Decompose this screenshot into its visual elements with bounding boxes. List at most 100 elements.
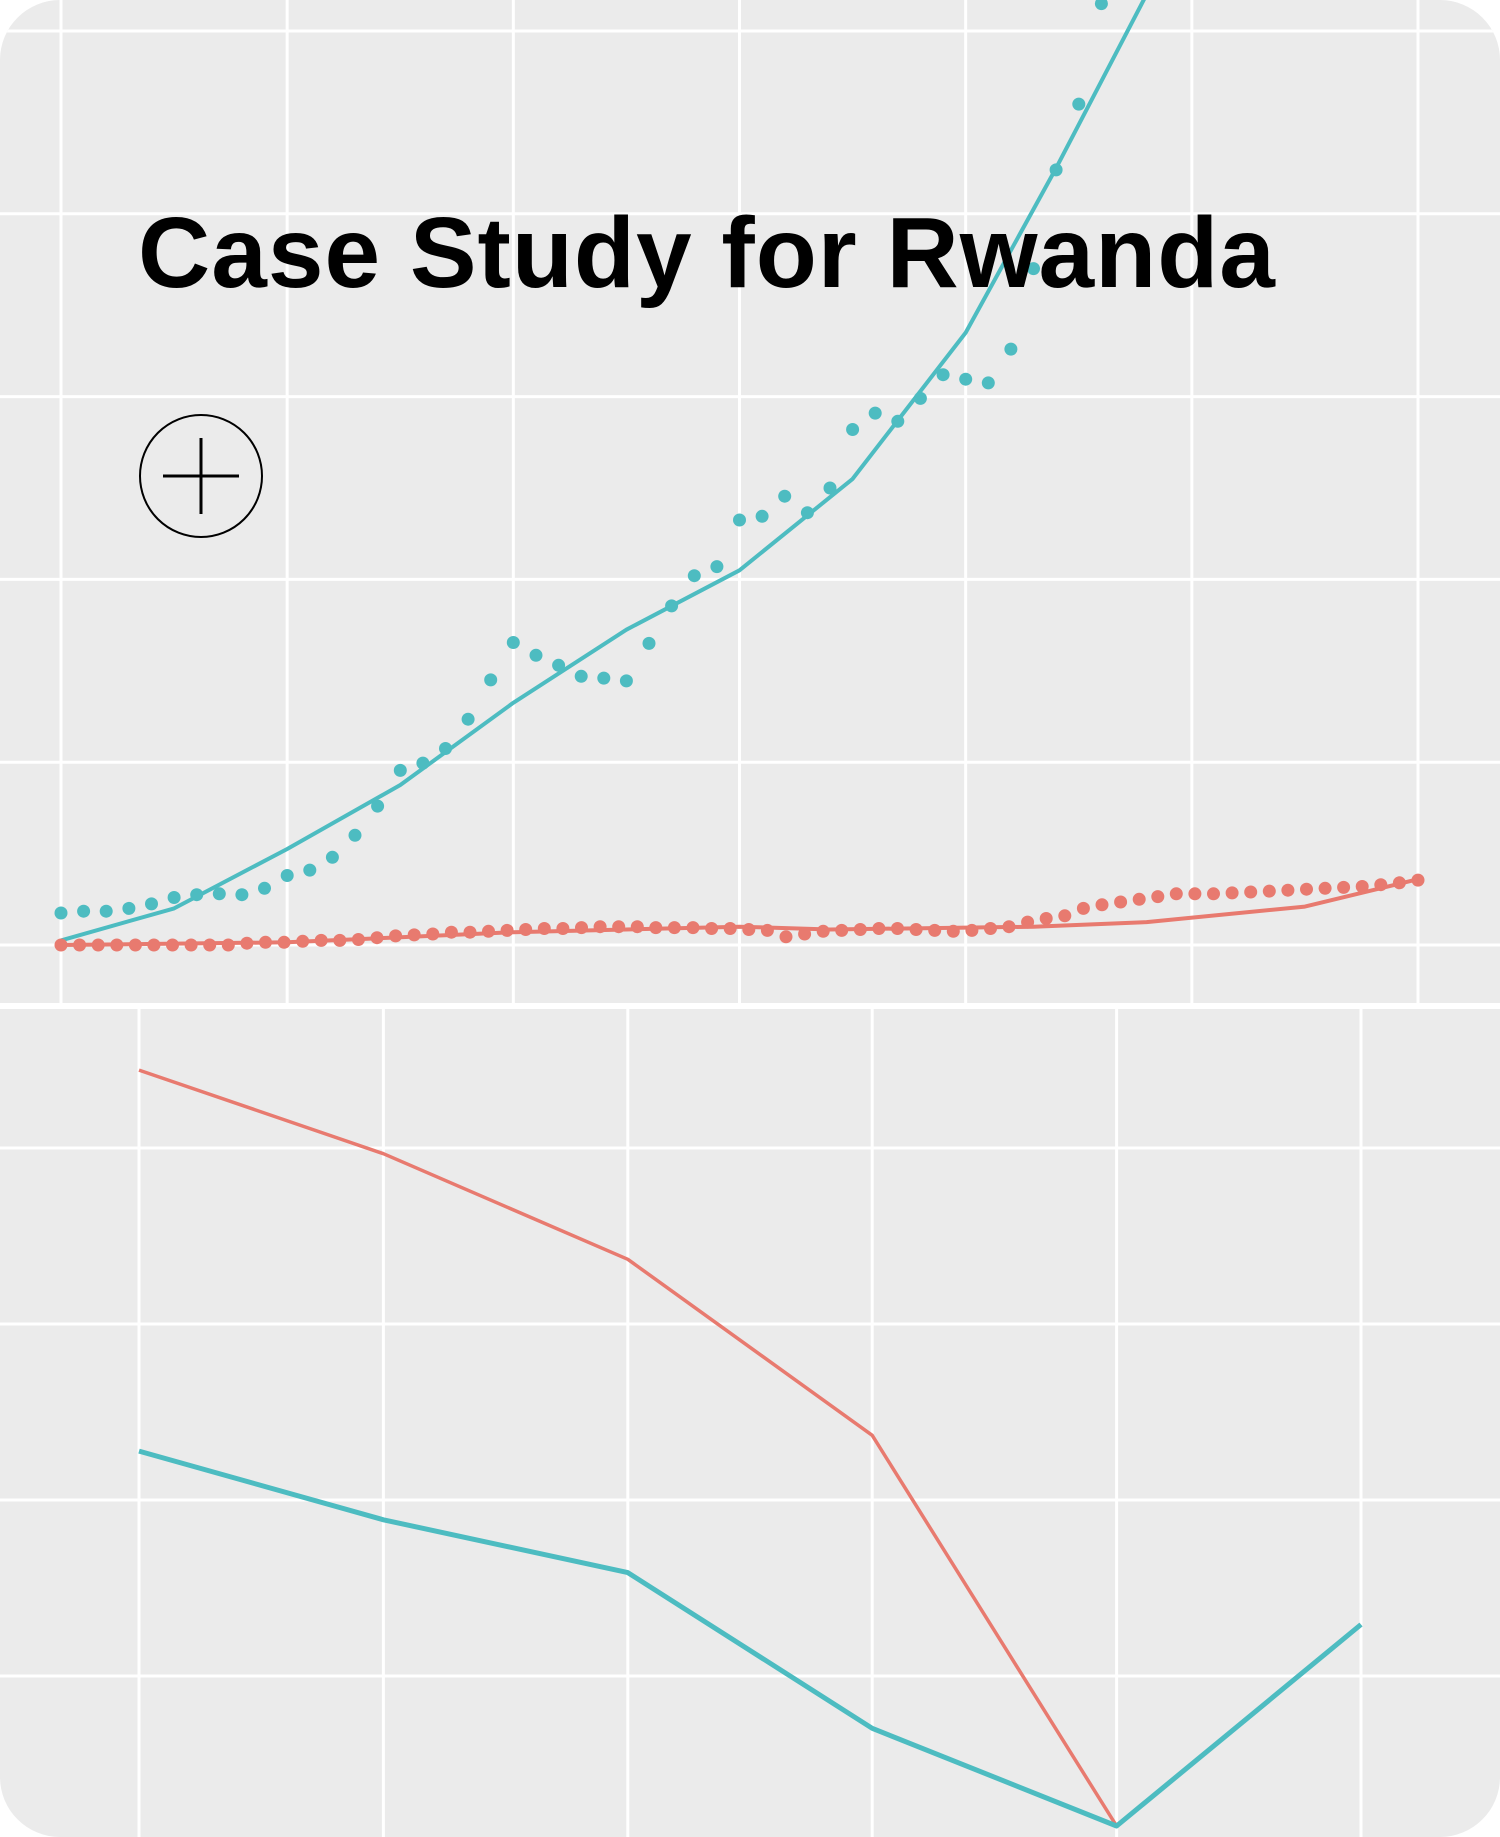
series-red-point-59	[1151, 890, 1165, 904]
series-red-point-45	[891, 922, 904, 935]
series-red-point-38	[760, 923, 774, 937]
series-red-point-66	[1281, 883, 1295, 897]
series-red-point-7	[184, 938, 198, 952]
series-red-point-5	[147, 938, 161, 952]
series-teal-point-9	[258, 881, 271, 895]
series-red-point-40	[798, 927, 812, 941]
series-teal-point-42	[1004, 342, 1018, 356]
series-red-point-9	[221, 938, 235, 952]
series-red-point-44	[872, 922, 886, 935]
series-teal-point-36	[868, 406, 882, 420]
series-teal-point-6	[190, 888, 204, 902]
series-teal-point-4	[145, 897, 158, 911]
series-red-point-71	[1374, 878, 1388, 892]
series-red-point-43	[853, 923, 867, 936]
series-red-point-32	[649, 921, 663, 935]
series-teal-point-29	[710, 560, 724, 574]
series-red-point-17	[370, 931, 384, 945]
series-red-point-60	[1169, 887, 1183, 901]
series-teal-point-19	[484, 673, 498, 687]
series-red-point-62	[1207, 887, 1220, 901]
series-red-point-18	[389, 929, 403, 943]
series-teal-point-46	[1094, 0, 1108, 11]
series-teal-point-11	[303, 863, 317, 877]
series-red-point-61	[1188, 887, 1202, 901]
series-red-point-56	[1095, 898, 1109, 912]
series-red-point-1	[73, 938, 87, 952]
series-teal-line	[138, 1448, 1363, 1829]
series-red-point-19	[407, 928, 421, 942]
series-red-point-64	[1244, 885, 1258, 899]
series-red-point-39	[779, 930, 793, 944]
series-red-point-72	[1392, 876, 1406, 890]
add-button[interactable]	[139, 414, 263, 538]
series-red-point-42	[835, 923, 849, 937]
series-red-point-65	[1262, 884, 1276, 898]
series-teal-point-31	[755, 509, 769, 523]
series-teal-point-30	[733, 513, 746, 527]
series-teal-point-15	[393, 763, 407, 777]
series-teal-point-16	[416, 756, 430, 770]
series-red-point-23	[482, 924, 495, 938]
series-red-point-27	[556, 922, 570, 935]
series-red-point-53	[1039, 912, 1053, 925]
series-teal-point-26	[642, 636, 656, 650]
series-teal-point-2	[99, 904, 113, 918]
series-teal-point-33	[800, 506, 814, 520]
series-red-point-22	[463, 925, 477, 939]
card-title: Case Study for Rwanda	[138, 197, 1276, 309]
series-red-point-31	[630, 920, 644, 934]
series-red-point-30	[612, 920, 626, 934]
series-teal-point-34	[823, 481, 837, 495]
series-red-point-25	[519, 923, 533, 936]
series-teal-point-25	[619, 674, 633, 688]
series-teal-point-13	[348, 828, 362, 842]
series-teal-point-39	[936, 368, 950, 382]
series-red-point-33	[667, 921, 681, 935]
series-teal-point-5	[167, 891, 181, 904]
series-teal-point-28	[687, 569, 701, 583]
series-teal-point-3	[122, 901, 136, 915]
series-red-point-24	[500, 923, 514, 937]
series-red-point-49	[965, 923, 979, 937]
series-teal-point-12	[325, 850, 339, 864]
series-teal-point-21	[529, 648, 543, 662]
series-red-point-58	[1132, 892, 1146, 906]
series-teal-point-41	[981, 376, 995, 390]
series-teal-point-18	[461, 712, 475, 726]
series-red-point-8	[203, 938, 217, 952]
series-teal-point-24	[597, 671, 611, 685]
series-teal-point-1	[77, 904, 91, 918]
series-red-point-48	[946, 924, 960, 938]
series-red-point-6	[166, 938, 179, 952]
lower-line-chart	[0, 1006, 1500, 1837]
series-red-point-35	[705, 922, 719, 935]
panel-divider	[0, 1003, 1500, 1009]
series-teal-point-0	[54, 906, 68, 920]
series-red-point-28	[575, 921, 588, 935]
series-red-point-4	[128, 938, 142, 952]
series-red-point-69	[1337, 880, 1351, 894]
series-teal-point-40	[959, 372, 973, 386]
series-red-point-2	[91, 938, 105, 952]
series-teal-point-38	[913, 391, 927, 405]
series-teal-point-44	[1049, 163, 1063, 177]
series-teal-trend-line	[60, 0, 1146, 943]
series-red-point-34	[686, 921, 700, 935]
series-red-point-15	[333, 933, 347, 947]
series-teal-point-10	[280, 869, 294, 882]
series-red-point-12	[277, 935, 291, 949]
series-teal-point-43	[1027, 262, 1040, 276]
series-teal-point-27	[665, 599, 679, 613]
series-red-point-10	[240, 936, 254, 950]
series-teal-point-45	[1072, 97, 1086, 111]
series-teal-point-23	[574, 669, 588, 683]
series-teal-point-35	[846, 423, 860, 436]
series-red-point-55	[1076, 901, 1090, 915]
series-red-point-54	[1058, 909, 1072, 923]
series-red-point-67	[1300, 882, 1313, 896]
series-teal-point-37	[891, 414, 905, 428]
series-teal-point-17	[439, 742, 452, 755]
series-red-point-50	[984, 922, 997, 935]
